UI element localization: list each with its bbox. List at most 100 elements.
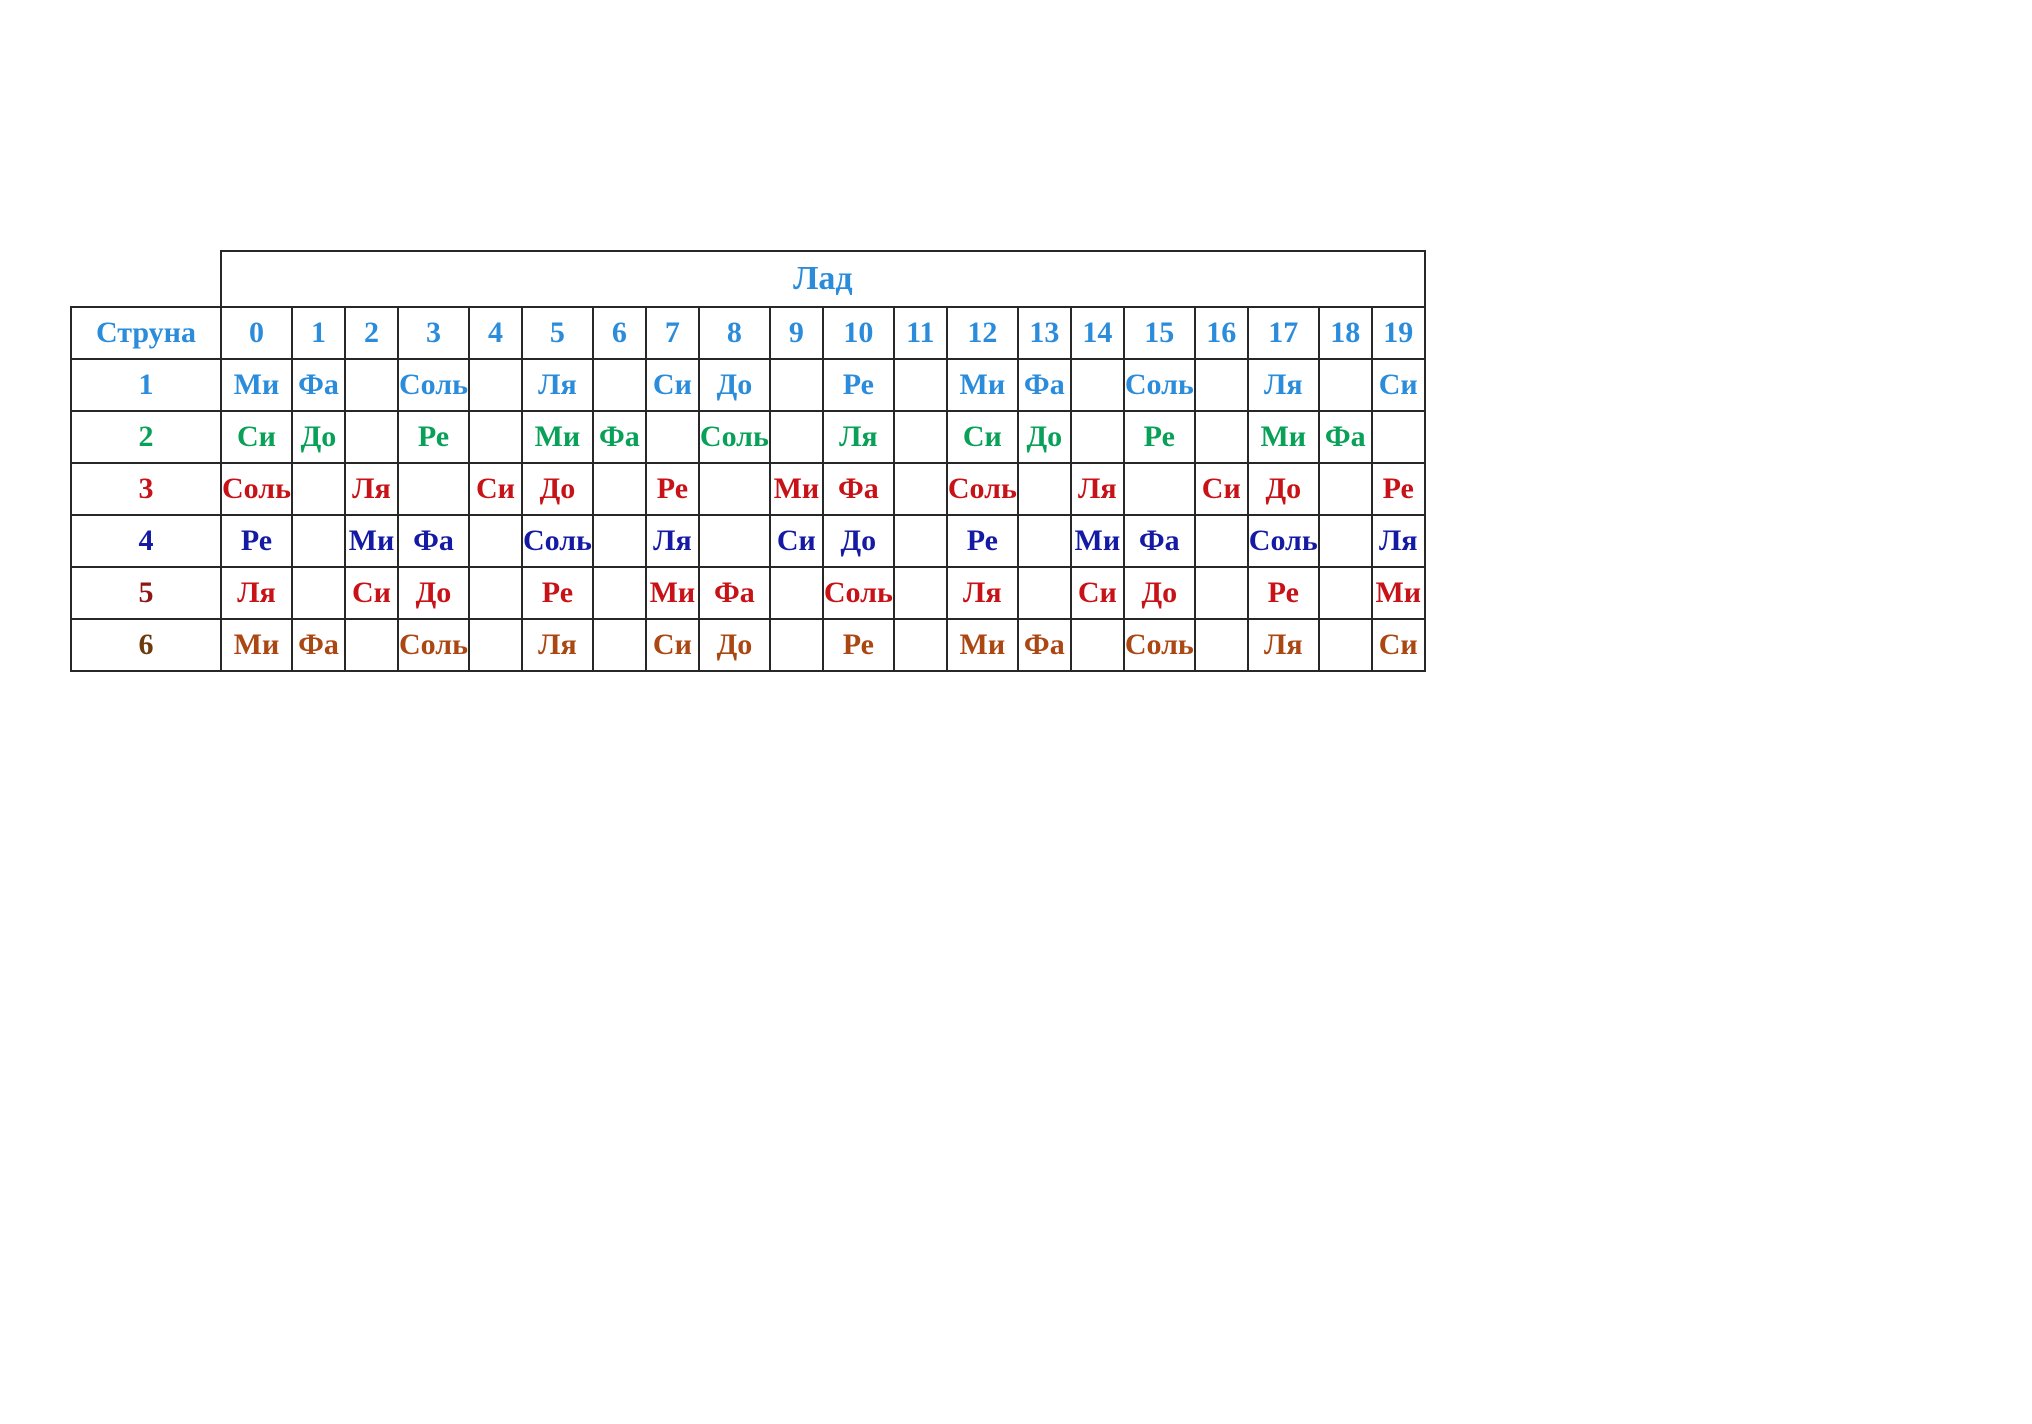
note-cell: Фа: [398, 515, 469, 567]
table-row: 5 Ля Си До Ре Ми Фа Соль Ля Си До Ре: [71, 567, 1425, 619]
note-cell: [1195, 619, 1248, 671]
note-cell: Ре: [221, 515, 292, 567]
note-cell: [770, 411, 823, 463]
note-cell: [593, 463, 646, 515]
note-cell: [1195, 359, 1248, 411]
note-cell: [1319, 567, 1372, 619]
note-cell: Соль: [823, 567, 894, 619]
note-cell: Соль: [221, 463, 292, 515]
note-cell: [469, 567, 522, 619]
note-cell: Соль: [1124, 619, 1195, 671]
note-cell: [345, 411, 398, 463]
fret-label: 10: [823, 307, 894, 359]
note-cell: Ми: [1372, 567, 1425, 619]
note-cell: [345, 619, 398, 671]
note-cell: До: [1124, 567, 1195, 619]
string-label: 1: [71, 359, 221, 411]
note-cell: Ми: [221, 359, 292, 411]
note-cell: Ля: [221, 567, 292, 619]
fret-label: 13: [1018, 307, 1071, 359]
note-cell: Си: [221, 411, 292, 463]
note-cell: Си: [646, 359, 699, 411]
fret-label: 7: [646, 307, 699, 359]
fret-label: 18: [1319, 307, 1372, 359]
table-row: 6 Ми Фа Соль Ля Си До Ре Ми Фа Соль Ля: [71, 619, 1425, 671]
note-cell: Си: [469, 463, 522, 515]
note-cell: Ля: [823, 411, 894, 463]
note-cell: [1071, 411, 1124, 463]
note-cell: Ля: [947, 567, 1018, 619]
note-cell: Си: [1195, 463, 1248, 515]
table-row: 1 Ми Фа Соль Ля Си До Ре Ми Фа Соль Ля: [71, 359, 1425, 411]
note-cell: Фа: [823, 463, 894, 515]
note-cell: Ре: [1372, 463, 1425, 515]
note-cell: Фа: [1124, 515, 1195, 567]
string-label: 3: [71, 463, 221, 515]
note-cell: Соль: [699, 411, 770, 463]
note-cell: [593, 515, 646, 567]
fret-label: 19: [1372, 307, 1425, 359]
fret-label: 2: [345, 307, 398, 359]
string-label: 2: [71, 411, 221, 463]
fret-label: 15: [1124, 307, 1195, 359]
note-cell: [1018, 463, 1071, 515]
note-cell: [1071, 619, 1124, 671]
note-cell: [1319, 619, 1372, 671]
note-cell: До: [699, 359, 770, 411]
note-cell: Ми: [947, 359, 1018, 411]
fret-label: 11: [894, 307, 947, 359]
note-cell: Соль: [398, 619, 469, 671]
fret-label: 3: [398, 307, 469, 359]
note-cell: Си: [646, 619, 699, 671]
note-cell: [894, 619, 947, 671]
note-cell: [1319, 515, 1372, 567]
fretboard-chart: Лад Струна 0 1 2 3 4 5 6 7 8 9 10 11 12 …: [70, 250, 1426, 672]
note-cell: Ля: [646, 515, 699, 567]
note-cell: [469, 515, 522, 567]
fret-label: 6: [593, 307, 646, 359]
note-cell: До: [1018, 411, 1071, 463]
note-cell: Ля: [1248, 619, 1319, 671]
string-label: 6: [71, 619, 221, 671]
page: Лад Струна 0 1 2 3 4 5 6 7 8 9 10 11 12 …: [0, 0, 2032, 1424]
fret-label: 8: [699, 307, 770, 359]
note-cell: Си: [1071, 567, 1124, 619]
note-cell: До: [699, 619, 770, 671]
note-cell: [469, 359, 522, 411]
note-cell: Ре: [398, 411, 469, 463]
note-cell: [770, 359, 823, 411]
table-row: 4 Ре Ми Фа Соль Ля Си До Ре Ми Фа Соль: [71, 515, 1425, 567]
note-cell: Соль: [522, 515, 593, 567]
note-cell: Фа: [1018, 619, 1071, 671]
note-cell: [894, 515, 947, 567]
note-cell: Ми: [770, 463, 823, 515]
note-cell: [593, 567, 646, 619]
note-cell: [646, 411, 699, 463]
note-cell: Ми: [947, 619, 1018, 671]
fret-label: 1: [292, 307, 345, 359]
note-cell: Фа: [292, 619, 345, 671]
note-cell: [1018, 515, 1071, 567]
note-cell: [770, 619, 823, 671]
fret-label: 12: [947, 307, 1018, 359]
table-row: 2 Си До Ре Ми Фа Соль Ля Си До Ре Ми Фа: [71, 411, 1425, 463]
note-cell: [1195, 567, 1248, 619]
note-cell: [1195, 515, 1248, 567]
note-cell: Ля: [345, 463, 398, 515]
fret-label: 4: [469, 307, 522, 359]
note-cell: [398, 463, 469, 515]
note-cell: [345, 359, 398, 411]
note-cell: [1018, 567, 1071, 619]
note-cell: Фа: [1018, 359, 1071, 411]
note-cell: Фа: [699, 567, 770, 619]
note-cell: Ми: [522, 411, 593, 463]
fretboard-table: Лад Струна 0 1 2 3 4 5 6 7 8 9 10 11 12 …: [70, 250, 1426, 672]
fret-label: 16: [1195, 307, 1248, 359]
note-cell: [894, 359, 947, 411]
note-cell: Ре: [947, 515, 1018, 567]
string-label: 4: [71, 515, 221, 567]
note-cell: Ре: [1124, 411, 1195, 463]
note-cell: Ля: [522, 359, 593, 411]
fret-header-row: Струна 0 1 2 3 4 5 6 7 8 9 10 11 12 13 1…: [71, 307, 1425, 359]
note-cell: Ми: [221, 619, 292, 671]
